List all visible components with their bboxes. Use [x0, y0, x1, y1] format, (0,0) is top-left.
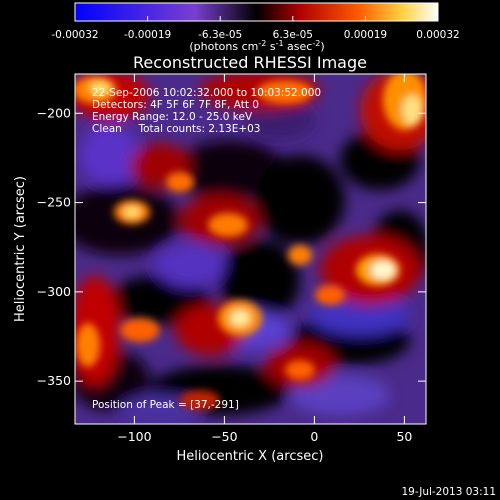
y-tick-label: −300	[37, 284, 71, 299]
y-axis-tick-labels: −200 −250 −300 −350	[37, 105, 71, 388]
colorbar-tick-labels: -0.00032 -0.00019 -6.3e-05 6.3e-05 0.00019 0.…	[51, 29, 459, 41]
y-axis-label: Heliocentric Y (arcsec)	[13, 176, 28, 322]
colorbar-tick-label: -0.00019	[124, 29, 171, 41]
x-tick-label: 50	[396, 429, 412, 444]
x-axis-ticks	[133, 74, 405, 424]
colorbar-tick-label: -6.3e-05	[198, 29, 242, 41]
x-tick-label: −50	[211, 429, 237, 444]
x-tick-label: 0	[310, 429, 318, 444]
x-axis-tick-labels: −100 −50 0 50	[117, 429, 412, 444]
x-axis-label: Heliocentric X (arcsec)	[177, 449, 324, 464]
colorbar-tick-label: 6.3e-05	[273, 29, 313, 41]
annotation-detectors: Detectors: 4F 5F 6F 7F 8F, Att 0	[92, 99, 259, 111]
colorbar-ticks	[74, 16, 439, 21]
x-tick-label: −100	[117, 429, 151, 444]
colorbar-tick-label: 0.00032	[416, 29, 459, 41]
colorbar-tick-label: -0.00032	[51, 29, 98, 41]
y-tick-label: −250	[37, 195, 71, 210]
colorbar	[74, 2, 439, 22]
plot-title: Reconstructed RHESSI Image	[133, 53, 367, 72]
plot-frame	[74, 73, 427, 425]
annotation-peak-position: Position of Peak = [37,-291]	[92, 399, 239, 411]
annotation-energy-range: Energy Range: 12.0 - 25.0 keV	[92, 111, 253, 123]
colorbar-units: (photons cm-2 s-1 asec-2)	[189, 39, 324, 53]
rhessi-image	[75, 74, 426, 424]
y-axis-ticks	[75, 112, 426, 382]
annotation-time-range: 22-Sep-2006 10:02:32.000 to 10:03:52.000	[92, 87, 321, 99]
annotation-total-counts: Clean Total counts: 2.13E+03	[92, 123, 261, 135]
footer-timestamp: 19-Jul-2013 03:11	[401, 486, 496, 498]
y-tick-label: −200	[37, 105, 71, 120]
y-tick-label: −350	[37, 373, 71, 388]
colorbar-tick-label: 0.00019	[344, 29, 387, 41]
